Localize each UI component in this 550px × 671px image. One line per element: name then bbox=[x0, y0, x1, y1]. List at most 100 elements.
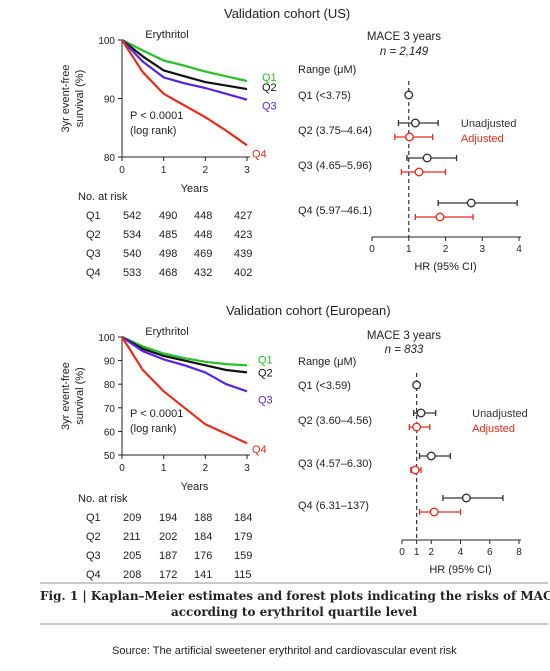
forest-unadjusted-point bbox=[461, 493, 471, 503]
km-curve-q3 bbox=[121, 336, 248, 393]
at-risk-cell: 159 bbox=[234, 550, 252, 562]
at-risk-cell: 205 bbox=[123, 550, 141, 562]
forest-x-tick-label: 0 bbox=[399, 547, 405, 558]
km-chart-title: Erythritol bbox=[145, 29, 188, 41]
forest-reference-point bbox=[404, 90, 414, 100]
at-risk-cell: 184 bbox=[194, 531, 212, 543]
forest-unadjusted-point bbox=[410, 118, 420, 128]
forest-unadjusted-point bbox=[426, 451, 436, 461]
forest-x-tick-label: 2 bbox=[428, 547, 434, 558]
forest-x-tick-label: 6 bbox=[487, 547, 493, 558]
km-y-tick-label: 90 bbox=[104, 357, 116, 368]
km-x-tick-label: 0 bbox=[119, 165, 125, 176]
forest-x-tick-label: 2 bbox=[443, 244, 449, 255]
forest-x-axis-label: HR (95% CI) bbox=[414, 261, 476, 273]
forest-row-label: Q1 (<3.59) bbox=[298, 380, 351, 392]
forest-adjusted-point bbox=[412, 422, 422, 432]
km-y-axis-label-line2: survival (%) bbox=[74, 367, 86, 424]
at-risk-cell: 468 bbox=[159, 267, 177, 279]
km-x-axis-label: Years bbox=[181, 481, 209, 493]
at-risk-group-label: Q1 bbox=[86, 210, 101, 222]
km-y-axis-label-line1: 3yr event-free bbox=[60, 65, 72, 133]
forest-adjusted-point bbox=[410, 465, 420, 475]
km-curve-label-q1: Q1 bbox=[258, 354, 273, 366]
forest-legend-adjusted: Adjusted bbox=[461, 133, 504, 145]
km-curve-label-q2: Q2 bbox=[258, 367, 273, 379]
km-y-tick-label: 80 bbox=[104, 380, 116, 391]
km-x-tick-label: 1 bbox=[161, 165, 167, 176]
at-risk-cell: 439 bbox=[234, 248, 252, 260]
cohort-title-european: Validation cohort (European) bbox=[226, 303, 391, 318]
km-y-tick-label: 90 bbox=[104, 95, 116, 106]
km-pvalue: P < 0.0001 bbox=[130, 408, 183, 420]
km-x-tick-label: 2 bbox=[203, 165, 209, 176]
at-risk-cell: 208 bbox=[123, 569, 141, 581]
forest-x-tick-label: 0 bbox=[369, 244, 375, 255]
forest-adjusted-point bbox=[404, 132, 414, 142]
forest-x-tick-label: 4 bbox=[516, 244, 522, 255]
km-chart-european: 50 60 70 80 90 100 0 1 2 3 Years Erythritol 3yr even… bbox=[60, 326, 273, 581]
forest-adjusted-point bbox=[429, 507, 439, 517]
at-risk-cell: 448 bbox=[194, 229, 212, 241]
km-curve-label-q2: Q2 bbox=[262, 82, 277, 94]
km-pvalue-test: (log rank) bbox=[130, 125, 176, 137]
km-chart-title: Erythritol bbox=[145, 326, 188, 338]
at-risk-cell: 533 bbox=[123, 267, 141, 279]
figure-caption-line2: according to erythritol quartile level bbox=[170, 605, 418, 619]
km-x-tick-label: 0 bbox=[119, 463, 125, 474]
forest-row-label: Q4 (5.97–46.1) bbox=[298, 205, 372, 217]
at-risk-cell: 179 bbox=[234, 531, 252, 543]
km-curve-label-q4: Q4 bbox=[252, 148, 267, 160]
forest-plot-european: Range (μM) Q1 (<3.59) Q2 (3.60–4.56) Q3 (4.… bbox=[298, 356, 528, 575]
forest-adjusted-point bbox=[435, 212, 445, 222]
forest-range-header: Range (μM) bbox=[298, 356, 356, 368]
km-chart-us: 80 90 100 0 1 2 3 Years Erythritol 3yr event-free… bbox=[60, 29, 277, 279]
at-risk-cell: 427 bbox=[234, 210, 252, 222]
forest-row-label: Q1 (<3.75) bbox=[298, 90, 351, 102]
at-risk-header: No. at risk bbox=[78, 493, 128, 505]
forest-row-label: Q2 (3.60–4.56) bbox=[298, 415, 372, 427]
at-risk-cell: 209 bbox=[123, 512, 141, 524]
at-risk-cell: 141 bbox=[194, 569, 212, 581]
at-risk-cell: 469 bbox=[194, 248, 212, 260]
km-y-tick-label: 50 bbox=[104, 451, 116, 462]
at-risk-cell: 432 bbox=[194, 267, 212, 279]
forest-legend-unadjusted: Unadjusted bbox=[461, 118, 517, 130]
forest-row-label: Q3 (4.65–5.96) bbox=[298, 160, 372, 172]
km-y-axis-label-line2: survival (%) bbox=[74, 70, 86, 127]
at-risk-group-label: Q3 bbox=[86, 248, 101, 260]
forest-x-tick-label: 4 bbox=[458, 547, 464, 558]
source-note: Source: The artificial sweetener erythri… bbox=[112, 645, 457, 657]
at-risk-group-label: Q2 bbox=[86, 229, 101, 241]
forest-unadjusted-point bbox=[416, 408, 426, 418]
km-pvalue-test: (log rank) bbox=[130, 423, 176, 435]
km-curve-label-q1: Q1 bbox=[262, 72, 277, 84]
at-risk-cell: 490 bbox=[159, 210, 177, 222]
forest-n-us: n = 2,149 bbox=[379, 46, 429, 58]
at-risk-group-label: Q2 bbox=[86, 531, 101, 543]
forest-reference-point bbox=[412, 380, 422, 390]
km-curve-q2 bbox=[121, 336, 248, 374]
km-y-tick-label: 60 bbox=[104, 427, 116, 438]
forest-row-label: Q2 (3.75–4.64) bbox=[298, 125, 372, 137]
at-risk-cell: 542 bbox=[123, 210, 141, 222]
forest-unadjusted-point bbox=[422, 153, 432, 163]
km-curve-q2 bbox=[121, 39, 248, 91]
km-curve-q4 bbox=[121, 39, 248, 147]
at-risk-cell: 194 bbox=[159, 512, 177, 524]
km-curve-q1 bbox=[121, 335, 248, 367]
at-risk-cell: 176 bbox=[194, 550, 212, 562]
forest-row-label: Q3 (4.57–6.30) bbox=[298, 458, 372, 470]
at-risk-group-label: Q1 bbox=[86, 512, 101, 524]
km-y-tick-label: 70 bbox=[104, 404, 116, 415]
km-curve-label-q4: Q4 bbox=[252, 444, 267, 456]
at-risk-group-label: Q4 bbox=[86, 267, 101, 279]
forest-x-tick-label: 1 bbox=[414, 547, 420, 558]
forest-legend-unadjusted: Unadjusted bbox=[472, 408, 528, 420]
at-risk-cell: 184 bbox=[234, 512, 252, 524]
km-x-axis-label: Years bbox=[181, 183, 209, 195]
at-risk-cell: 540 bbox=[123, 248, 141, 260]
km-curve-label-q3: Q3 bbox=[258, 394, 273, 406]
at-risk-group-label: Q4 bbox=[86, 569, 101, 581]
forest-range-header: Range (μM) bbox=[298, 64, 356, 76]
